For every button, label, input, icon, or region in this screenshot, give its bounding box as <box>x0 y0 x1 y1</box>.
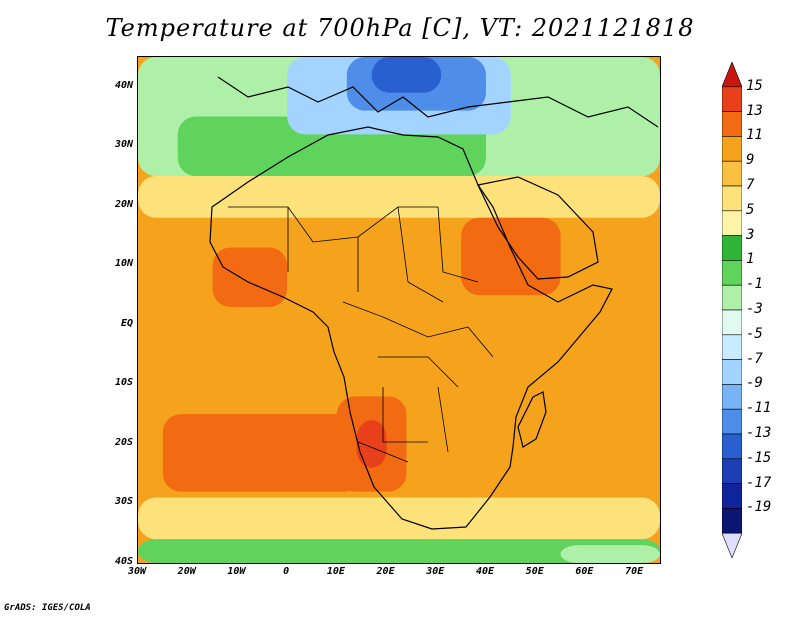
lat-tick-label: 20N <box>114 198 133 210</box>
colorbar-tick-label: -5 <box>746 325 763 342</box>
colorbar-swatch <box>722 136 742 162</box>
aegean-coldest <box>371 57 442 93</box>
colorbar-swatch <box>722 260 742 286</box>
lat-tick-label: 10N <box>114 258 133 270</box>
colorbar-swatch <box>722 334 742 360</box>
colorbar-tick-label: 9 <box>746 152 755 169</box>
colorbar-tick-label: -1 <box>746 276 763 293</box>
lat-tick-label: 40N <box>114 79 133 91</box>
southern-cool-band <box>138 497 660 540</box>
colorbar-tick-label: 13 <box>746 102 763 119</box>
colorbar-swatch <box>722 62 742 88</box>
lat-tick-label: 40S <box>114 556 133 567</box>
coastline-layer <box>209 76 659 530</box>
europe-coastline <box>217 76 659 128</box>
colorbar-swatch <box>722 86 742 112</box>
colorbar-tick-label: 11 <box>746 127 763 144</box>
colorbar-swatch <box>722 284 742 311</box>
colorbar-swatch <box>722 359 742 385</box>
credit-text: GrADS: IGES/COLA <box>4 603 91 613</box>
colorbar-swatch <box>722 111 742 137</box>
country-borders <box>228 206 494 463</box>
map-canvas <box>138 57 660 563</box>
colorbar-swatch <box>722 185 742 212</box>
lon-tick-label: 40E <box>475 566 495 577</box>
colorbar-swatch <box>722 235 742 261</box>
colorbar-tick-label: -13 <box>746 425 772 441</box>
lon-tick-label: 30W <box>127 566 147 577</box>
lon-tick-label: 30E <box>426 566 445 577</box>
colorbar-swatch <box>722 483 742 509</box>
south-atlantic-hot <box>162 414 362 492</box>
colorbar-swatch <box>722 408 742 435</box>
colorbar-swatch <box>722 210 742 236</box>
colorbar-swatch <box>722 508 742 534</box>
lon-tick-label: 20E <box>376 566 395 577</box>
colorbar-swatch <box>722 309 742 336</box>
colorbar-tick-label: -7 <box>746 350 763 367</box>
colorbar-tick-label: -11 <box>746 400 772 417</box>
lon-tick-label: 70E <box>625 566 644 577</box>
south-indian-cool <box>560 545 660 563</box>
colorbar-tick-label: -15 <box>746 449 772 466</box>
colorbar-swatch <box>722 433 742 460</box>
kalahari-core <box>356 420 387 468</box>
chart-title: Temperature at 700hPa [C], VT: 202112181… <box>105 14 695 42</box>
colorbar-tick-label: -3 <box>746 301 763 317</box>
colorbar-tick-label: 5 <box>746 201 755 218</box>
colorbar-tick-label: 3 <box>746 226 755 243</box>
colorbar <box>722 62 742 558</box>
colorbar-swatch <box>722 458 742 484</box>
colorbar-tick-label: -19 <box>746 499 772 516</box>
lat-tick-label: 10S <box>114 377 133 389</box>
colorbar-tick-label: 15 <box>746 77 763 94</box>
colorbar-tick-label: -17 <box>746 474 772 491</box>
madagascar-coastline <box>517 391 547 448</box>
colorbar-tick-label: 7 <box>746 177 755 193</box>
africa-coastline <box>209 126 613 530</box>
colorbar-swatch <box>722 160 742 187</box>
lon-tick-label: 50E <box>525 566 544 577</box>
southern-ocean-green <box>138 539 660 563</box>
lon-tick-label: 60E <box>575 566 594 577</box>
lon-tick-label: 10E <box>326 566 345 577</box>
lat-tick-label: 20S <box>114 436 133 448</box>
lat-tick-label: EQ <box>120 317 133 329</box>
lon-tick-label: 10W <box>227 566 246 577</box>
colorbar-tick-label: -9 <box>746 375 763 392</box>
map-panel <box>137 56 661 564</box>
west-africa-hot <box>212 247 288 308</box>
colorbar-swatch <box>722 532 742 558</box>
lat-tick-label: 30S <box>114 496 133 508</box>
lon-tick-label: 20W <box>177 566 196 577</box>
east-africa-hot <box>461 217 561 296</box>
arabia-coastline <box>477 176 599 280</box>
lat-tick-label: 30N <box>114 139 133 151</box>
colorbar-tick-label: 1 <box>746 251 755 268</box>
colorbar-swatch <box>722 384 742 410</box>
lon-tick-label: 0 <box>283 566 290 577</box>
